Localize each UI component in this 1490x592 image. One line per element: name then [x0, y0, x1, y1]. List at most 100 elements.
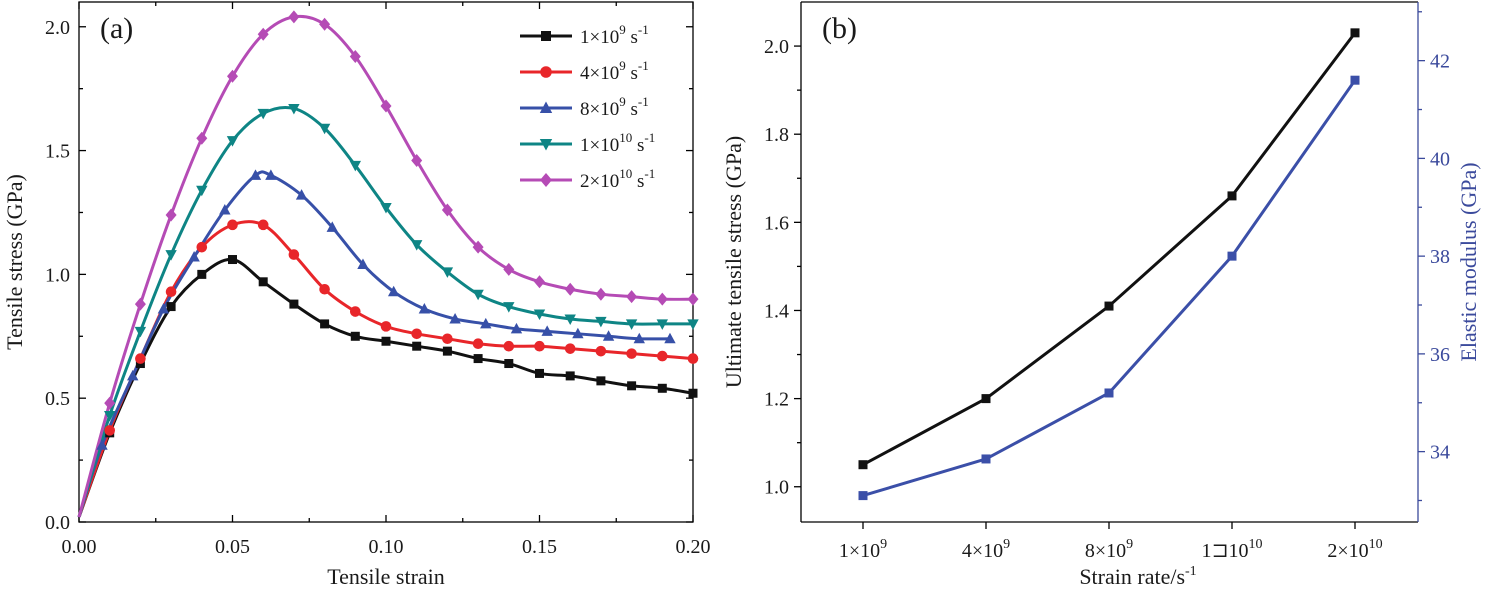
panel-a-series-5-point [104, 396, 116, 410]
panel-b-series-left-point [1104, 301, 1114, 311]
panel-a-series-4-point [503, 302, 515, 313]
panel-a-series-1-point [228, 255, 237, 265]
panel-a-series-3-point [96, 439, 108, 450]
panel-b-series-right-point [858, 491, 868, 501]
panel-a-series-1-point [412, 341, 422, 351]
panel-a-y-tick-label: 2.0 [45, 17, 70, 39]
panel-a-series-5-point [626, 290, 638, 304]
legend-swatch-marker-3 [539, 101, 553, 113]
panel-b-left-y-tick-label: 1.8 [764, 124, 789, 146]
panel-a-series-2-point [319, 283, 330, 295]
panel-a-series-1-point [657, 383, 667, 393]
panel-a-series-2-point [442, 333, 453, 345]
panel-a-series-4-point [257, 108, 269, 120]
panel-a-series-4-point [472, 289, 484, 301]
panel-a-series-5-point [349, 49, 361, 63]
panel-b-strain-rate-effect: 1×109 4×109 8×109 1⊐1010 2×1010 1.0 1.2 1.4 1.6 1… [721, 1, 1481, 589]
legend-label-4: 1×1010 s-1 [580, 130, 655, 156]
panel-a-series-4-point [595, 316, 607, 328]
panel-a-series-2-point [135, 353, 146, 364]
panel-a-series-1-point [258, 277, 268, 287]
panel-a-series-5-point [411, 153, 423, 167]
panel-a-series-5-point [503, 262, 515, 276]
panel-a-series-5-point [534, 275, 545, 289]
panel-b-series-left-point [1227, 191, 1237, 201]
panel-a-series-4-point [134, 326, 147, 338]
panel-a-series-3-point [326, 221, 338, 232]
panel-a-series-2-point [595, 345, 607, 357]
panel-a-series-5-point [288, 10, 300, 24]
panel-b-label: (b) [822, 12, 857, 45]
panel-a-tensile-stress-strain: 0.00 0.05 0.10 0.15 0.200.00.51.01.52.0 (a) … [2, 1, 711, 589]
panel-a-series-1-point [197, 269, 207, 279]
panel-a-series-4-point [226, 136, 239, 147]
panel-a-x-tick-label: 0.20 [676, 536, 711, 558]
panel-a-series-3-point [633, 332, 645, 344]
panel-a-series-4-point [533, 309, 546, 320]
legend-label-3: 8×109 s-1 [580, 94, 649, 120]
panel-b-x-tick-label: 4×109 [962, 537, 1010, 562]
panel-a-series-2-point [626, 348, 637, 359]
panel-a-series-4-point [656, 319, 668, 330]
panel-a-series-4-point [349, 160, 361, 172]
legend-swatch-marker-5 [540, 173, 552, 187]
panel-a-series-4-point [196, 185, 208, 197]
panel-b-series-right-line [862, 79, 1357, 498]
panel-a-x-axis-title: Tensile strain [327, 564, 445, 589]
panel-a-series-1-point [688, 388, 698, 398]
legend-label-1: 1×109 s-1 [580, 22, 649, 48]
panel-b-left-y-tick-label: 2.0 [764, 36, 789, 58]
panel-a-series-4-point [441, 267, 454, 278]
panel-a-y-tick-label: 0.0 [45, 512, 70, 534]
panel-a-series-1-point [473, 354, 483, 364]
panel-b-right-y-tick-label: 38 [1430, 246, 1450, 268]
panel-a-series-2-point [534, 340, 545, 352]
panel-a-series-2-point [687, 353, 699, 364]
panel-b-series-right-point [1104, 388, 1114, 398]
panel-a-series-2-point [472, 338, 484, 350]
panel-b-x-tick-label: 1⊐1010 [1202, 537, 1263, 562]
panel-a-series-1-point [320, 319, 330, 329]
panel-a-series-3-point [418, 303, 431, 314]
panel-a-series-3-point [357, 258, 369, 269]
panel-a-series-1-point [166, 302, 176, 312]
panel-b-right-y-tick-label: 42 [1430, 51, 1450, 73]
panel-a-series-1-point [504, 359, 514, 369]
panel-a-series-2-point [288, 249, 300, 260]
panel-b-left-y-tick-label: 1.6 [764, 212, 789, 234]
panel-a-series-5-point [564, 282, 576, 296]
panel-a-series-5-point [196, 131, 208, 145]
panel-a-series-3-point [265, 169, 277, 180]
panel-a-series-5-point [134, 297, 146, 311]
panel-b-x-axis-title: Strain rate/s-1 [1079, 564, 1196, 589]
legend-label-5: 2×1010 s-1 [580, 166, 655, 192]
panel-b-right-y-tick-label: 36 [1430, 344, 1450, 366]
panel-a-series-2-point [411, 328, 423, 340]
panel-a-series-3-point [572, 327, 584, 339]
panel-a-series-4-point [104, 411, 116, 422]
panel-b-series-right-point [1350, 75, 1360, 85]
panel-a-series-5-point [227, 69, 238, 83]
panel-a-y-tick-label: 0.5 [45, 388, 70, 410]
panel-a-series-4-point [165, 250, 177, 261]
panel-b-series-left-point [858, 460, 868, 470]
panel-a-series-2-point [257, 219, 269, 231]
panel-a-series-2-line [77, 220, 694, 518]
panel-a-series-3-point [157, 303, 170, 314]
panel-b-x-tick-label: 8×109 [1085, 537, 1133, 562]
panel-a-x-tick-label: 0.00 [62, 536, 97, 558]
panel-a-series-5-point [656, 292, 668, 306]
panel-a-series-1-point [350, 331, 360, 341]
panel-a-series-5-point [257, 27, 269, 41]
panel-a-series-3-point [480, 317, 492, 329]
panel-a-label: (a) [100, 12, 133, 45]
panel-a-series-3-point [602, 330, 615, 341]
panel-a-series-2-point [196, 241, 208, 253]
panel-b-series-right-point [1227, 251, 1237, 261]
panel-a-series-5-point [595, 287, 607, 301]
panel-a-x-tick-label: 0.05 [215, 536, 250, 558]
panel-a-series-5-point [441, 203, 453, 217]
panel-b-left-y-axis-title: Ultimate tensile stress (GPa) [721, 136, 746, 388]
panel-b-right-y-tick-label: 34 [1430, 442, 1450, 464]
panel-a-series-2-point [503, 340, 515, 352]
